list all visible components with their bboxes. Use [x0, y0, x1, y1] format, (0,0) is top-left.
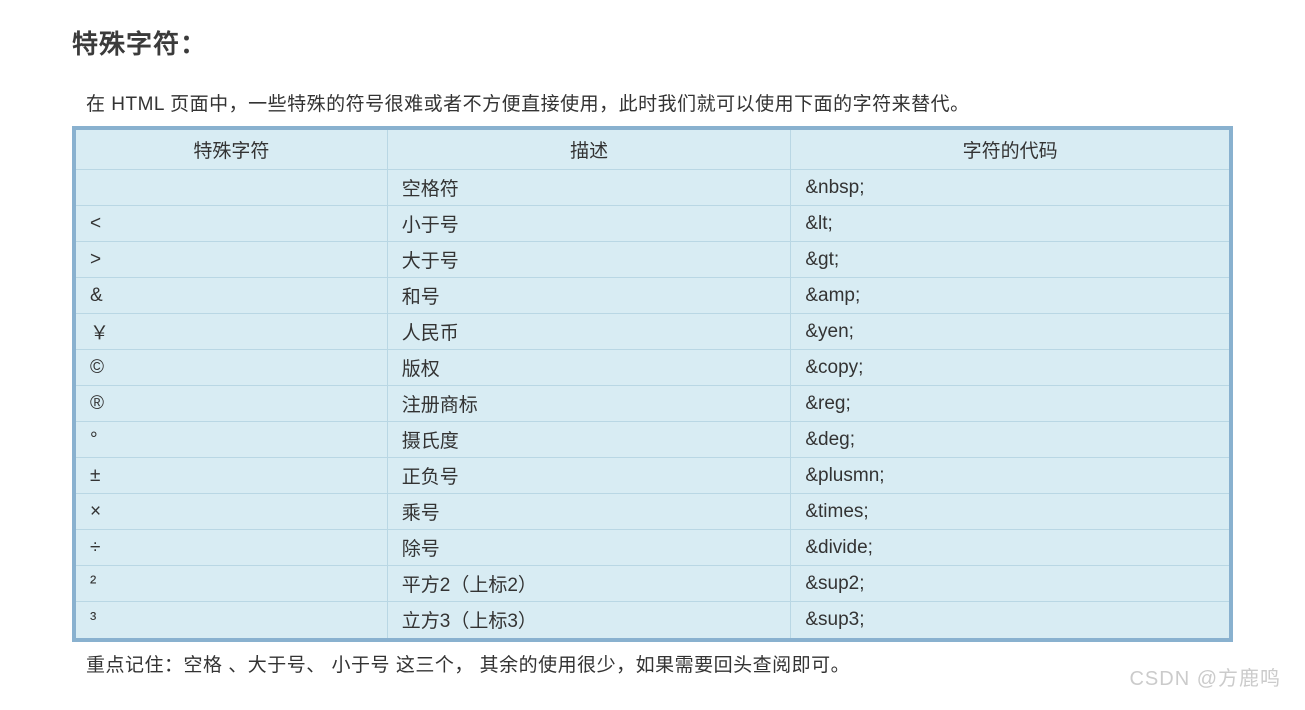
table-header-row: 特殊字符 描述 字符的代码 — [76, 130, 1229, 170]
cell-desc: 摄氏度 — [387, 422, 791, 458]
cell-code: &divide; — [791, 530, 1229, 566]
cell-desc: 注册商标 — [387, 386, 791, 422]
cell-desc: 立方3（上标3） — [387, 602, 791, 638]
char-table: 特殊字符 描述 字符的代码 空格符&nbsp;<小于号&lt;>大于号&gt;&… — [76, 130, 1229, 638]
cell-code: &yen; — [791, 314, 1229, 350]
table-row: >大于号&gt; — [76, 242, 1229, 278]
cell-char: & — [76, 278, 387, 314]
table-row: ±正负号&plusmn; — [76, 458, 1229, 494]
cell-desc: 小于号 — [387, 206, 791, 242]
cell-char — [76, 170, 387, 206]
cell-code: &plusmn; — [791, 458, 1229, 494]
footnote-text: 重点记住：空格 、大于号、 小于号 这三个， 其余的使用很少，如果需要回头查阅即… — [86, 650, 1233, 677]
cell-code: &amp; — [791, 278, 1229, 314]
cell-desc: 空格符 — [387, 170, 791, 206]
char-table-container: 特殊字符 描述 字符的代码 空格符&nbsp;<小于号&lt;>大于号&gt;&… — [72, 126, 1233, 642]
table-row: ×乘号&times; — [76, 494, 1229, 530]
cell-char: ° — [76, 422, 387, 458]
cell-char: ￥ — [76, 314, 387, 350]
table-row: <小于号&lt; — [76, 206, 1229, 242]
col-header-desc: 描述 — [387, 130, 791, 170]
cell-desc: 正负号 — [387, 458, 791, 494]
cell-code: &lt; — [791, 206, 1229, 242]
col-header-code: 字符的代码 — [791, 130, 1229, 170]
table-row: ²平方2（上标2）&sup2; — [76, 566, 1229, 602]
cell-char: > — [76, 242, 387, 278]
table-row: ÷除号&divide; — [76, 530, 1229, 566]
cell-char: © — [76, 350, 387, 386]
cell-code: &nbsp; — [791, 170, 1229, 206]
table-body: 空格符&nbsp;<小于号&lt;>大于号&gt;&和号&amp;￥人民币&ye… — [76, 170, 1229, 638]
cell-code: &gt; — [791, 242, 1229, 278]
cell-desc: 乘号 — [387, 494, 791, 530]
table-row: ￥人民币&yen; — [76, 314, 1229, 350]
cell-char: ÷ — [76, 530, 387, 566]
cell-desc: 人民币 — [387, 314, 791, 350]
cell-desc: 平方2（上标2） — [387, 566, 791, 602]
intro-text: 在 HTML 页面中，一些特殊的符号很难或者不方便直接使用，此时我们就可以使用下… — [86, 89, 1233, 116]
table-row: ³立方3（上标3）&sup3; — [76, 602, 1229, 638]
cell-char: < — [76, 206, 387, 242]
cell-code: &deg; — [791, 422, 1229, 458]
cell-char: ³ — [76, 602, 387, 638]
cell-desc: 除号 — [387, 530, 791, 566]
page-title: 特殊字符： — [72, 24, 1233, 61]
cell-code: &reg; — [791, 386, 1229, 422]
cell-code: &sup3; — [791, 602, 1229, 638]
cell-char: ® — [76, 386, 387, 422]
cell-code: &sup2; — [791, 566, 1229, 602]
table-row: ®注册商标&reg; — [76, 386, 1229, 422]
cell-desc: 版权 — [387, 350, 791, 386]
col-header-char: 特殊字符 — [76, 130, 387, 170]
table-row: °摄氏度&deg; — [76, 422, 1229, 458]
table-row: ©版权&copy; — [76, 350, 1229, 386]
cell-desc: 大于号 — [387, 242, 791, 278]
cell-desc: 和号 — [387, 278, 791, 314]
cell-char: ± — [76, 458, 387, 494]
table-row: &和号&amp; — [76, 278, 1229, 314]
cell-char: × — [76, 494, 387, 530]
cell-code: &copy; — [791, 350, 1229, 386]
cell-char: ² — [76, 566, 387, 602]
table-row: 空格符&nbsp; — [76, 170, 1229, 206]
cell-code: &times; — [791, 494, 1229, 530]
